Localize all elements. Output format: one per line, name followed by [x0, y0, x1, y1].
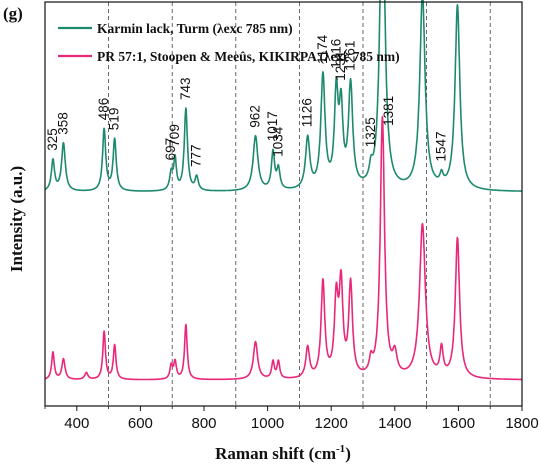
y-axis-title: Intensity (a.u.) [7, 166, 26, 272]
x-axis-title: Raman shift (cm-1) [215, 443, 351, 463]
peak-label-1034: 1034 [270, 126, 285, 157]
peak-label-486: 486 [96, 98, 111, 121]
plot-frame [44, 1, 523, 407]
legend-label-karmin: Karmin lack, Turm (λexc 785 nm) [97, 21, 293, 36]
peak-label-1381: 1381 [381, 96, 396, 126]
peak-label-1126: 1126 [300, 98, 315, 127]
x-tick-label-400: 400 [64, 415, 89, 432]
peak-label-697: 697 [163, 138, 178, 161]
peak-label-1174: 1174 [315, 34, 330, 64]
x-axis-title-superscript: -1 [336, 443, 345, 455]
peak-label-1547: 1547 [434, 131, 449, 161]
series-line-0 [44, 0, 523, 192]
x-tick-label-1000: 1000 [251, 415, 284, 432]
x-tick-label-1600: 1600 [442, 415, 475, 432]
peak-label-358: 358 [55, 112, 70, 135]
peak-label-962: 962 [248, 105, 263, 128]
peak-label-1017: 1017 [265, 111, 280, 141]
x-tick-label-600: 600 [128, 415, 153, 432]
peak-label-1216: 1216 [328, 39, 343, 69]
peak-label-709: 709 [167, 124, 182, 147]
legend: Karmin lack, Turm (λexc 785 nm) PR 57:1,… [58, 21, 400, 64]
peak-label-1261: 1261 [343, 41, 358, 71]
x-tick-label-800: 800 [191, 415, 216, 432]
x-tick-label-1400: 1400 [378, 415, 411, 432]
panel-label: (g) [3, 4, 23, 23]
peak-label-519: 519 [107, 108, 122, 131]
legend-label-pr57: PR 57:1, Stoopen & Meeûs, KIKIRPA (λexc … [97, 49, 400, 64]
series-line-1 [44, 115, 523, 381]
peak-label-325: 325 [45, 128, 60, 151]
spectra-layer [44, 0, 523, 381]
peak-label-1325: 1325 [363, 117, 378, 147]
x-axis-ticks: 400 600 800 1000 1200 1400 1600 1800 [44, 406, 539, 432]
x-tick-label-1200: 1200 [315, 415, 348, 432]
x-tick-label-1800: 1800 [505, 415, 538, 432]
peak-label-743: 743 [178, 77, 193, 100]
dashed-reference-lines [108, 2, 491, 406]
peak-label-1231: 1231 [333, 51, 348, 81]
peak-label-777: 777 [189, 144, 204, 167]
